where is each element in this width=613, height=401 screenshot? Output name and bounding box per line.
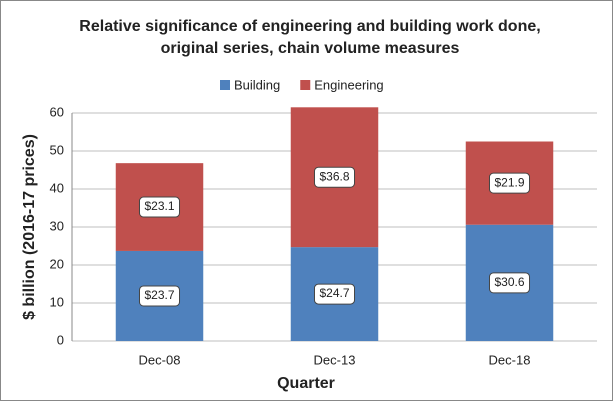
value-label: $21.9 [494,175,524,189]
value-label: $24.7 [319,286,349,300]
x-axis-label: Quarter [277,375,335,392]
y-tick-label: 0 [57,332,64,347]
legend-swatch [300,80,311,90]
value-label-box [488,172,531,194]
y-axis-label: $ billion (2016-17 prices) [21,134,38,320]
value-label-box [313,283,356,305]
legend-label: Engineering [314,77,383,92]
y-tick-label: 20 [50,256,64,271]
legend-swatch [220,80,230,90]
y-tick-label: 60 [50,104,64,119]
value-label: $36.8 [319,169,349,183]
value-label-box [138,196,181,218]
y-tick-label: 10 [50,294,64,309]
y-tick-label: 30 [50,218,64,233]
value-label-box [138,285,181,307]
x-tick-label: Dec-08 [139,352,181,367]
y-tick-label: 40 [50,180,64,195]
value-label: $30.6 [494,275,524,289]
value-label: $23.1 [144,199,174,213]
y-tick-label: 50 [50,142,64,157]
legend-label: Building [234,77,280,92]
value-label-box [488,272,531,294]
value-label-box [313,166,356,188]
x-tick-label: Dec-18 [489,352,531,367]
x-tick-label: Dec-13 [314,352,356,367]
chart-title: Relative significance of engineering and… [79,18,541,57]
value-label: $23.7 [144,288,174,302]
